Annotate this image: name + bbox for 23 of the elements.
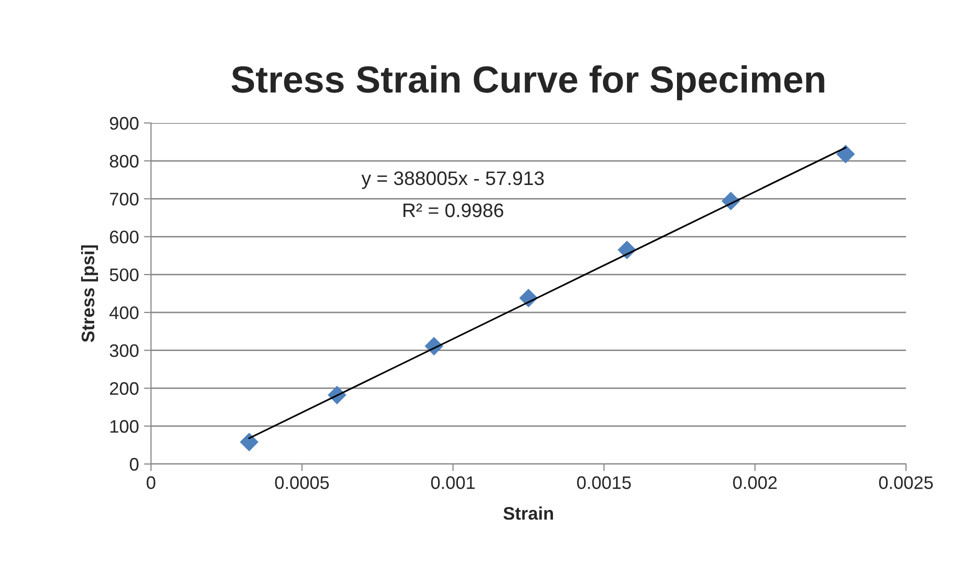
y-tick-label: 600 (110, 230, 138, 244)
y-tick-label: 400 (109, 306, 138, 320)
y-axis-title: Stress [psi] (81, 245, 98, 342)
y-tick-label: 300 (110, 344, 138, 358)
x-tick-label: 0.001 (431, 476, 475, 490)
x-tick-label: 0.0005 (275, 476, 329, 490)
y-tick-label: 100 (110, 420, 138, 433)
point (836, 144, 855, 164)
annotation: y = 388005x - 57.913 (361, 171, 544, 190)
x-tick-label: 0 (146, 476, 156, 490)
x-axis-title: Strain (503, 506, 553, 520)
y-tick-label: 900 (110, 116, 138, 130)
y-tick-label: 800 (110, 154, 138, 168)
y-tick-label: 200 (110, 382, 138, 395)
x-tick-label: 0.0015 (577, 476, 631, 490)
point (240, 432, 258, 452)
y-tick-label: 700 (110, 192, 138, 206)
y-tick-label: 0 (130, 458, 138, 471)
annotation: R² = 0.9986 (404, 203, 504, 218)
y-tick-label: 500 (110, 268, 138, 282)
x-tick-label: 0.0025 (879, 476, 933, 490)
x-tick-label: 0.002 (733, 476, 777, 490)
chart-title: Stress Strain Curve for Specimen (232, 65, 824, 100)
